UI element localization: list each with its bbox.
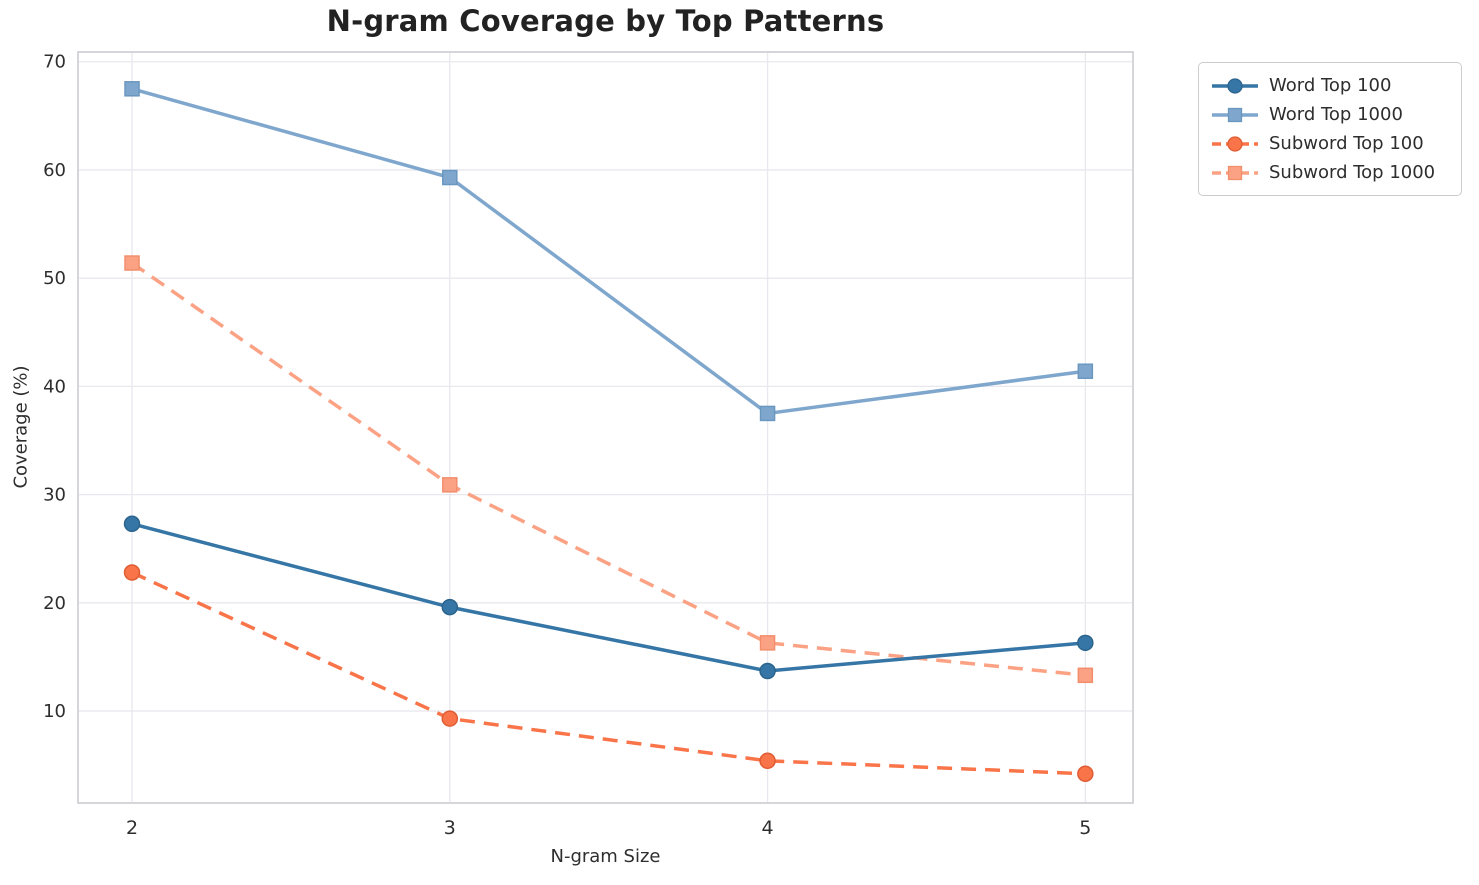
axes-spines xyxy=(77,51,1134,804)
x-tick-label: 4 xyxy=(762,817,774,839)
legend-marker-circle xyxy=(1227,77,1243,94)
data-point xyxy=(442,169,458,186)
series-subword-top-1000 xyxy=(124,255,1094,684)
legend-sample-subword-top-100 xyxy=(1212,135,1258,152)
y-tick-label: 10 xyxy=(43,701,66,722)
data-point xyxy=(124,81,140,97)
y-tick-label: 60 xyxy=(43,160,66,181)
data-point xyxy=(1077,634,1094,652)
data-point xyxy=(441,710,459,727)
y-tick-label: 70 xyxy=(43,52,66,73)
legend-marker-square xyxy=(1227,165,1243,180)
legend-label: Word Top 1000 xyxy=(1269,103,1403,125)
series-word-top-100 xyxy=(123,515,1094,680)
series-line-word-top-100 xyxy=(131,522,1086,673)
legend-item-word-top-1000: Word Top 1000 xyxy=(1211,101,1449,128)
data-point xyxy=(759,635,776,651)
data-point xyxy=(123,515,141,533)
y-tick-labels: 10 20 30 40 50 60 70 xyxy=(43,52,66,722)
legend-item-word-top-100: Word Top 100 xyxy=(1211,72,1449,99)
series-line-subword-top-1000 xyxy=(131,261,1086,678)
x-tick-labels: 2 3 4 5 xyxy=(126,817,1091,839)
y-tick-label: 40 xyxy=(43,376,66,397)
chart-title: N-gram Coverage by Top Patterns xyxy=(326,4,885,38)
y-axis-label: Coverage (%) xyxy=(10,365,32,489)
x-axis-label: N-gram Size xyxy=(550,846,661,867)
legend-item-subword-top-1000: Subword Top 1000 xyxy=(1211,159,1449,186)
data-point xyxy=(759,752,776,770)
x-tick-label: 2 xyxy=(126,817,138,839)
data-point xyxy=(442,477,458,493)
x-tick-label: 3 xyxy=(444,817,456,839)
gridlines xyxy=(78,52,1133,803)
y-tick-label: 20 xyxy=(43,593,66,614)
data-point xyxy=(441,598,459,616)
legend-sample-word-top-100 xyxy=(1212,77,1258,94)
legend-label: Word Top 100 xyxy=(1269,74,1392,96)
legend-marker-circle xyxy=(1227,135,1243,152)
data-point xyxy=(759,662,776,680)
legend-label: Subword Top 100 xyxy=(1269,132,1424,154)
data-point xyxy=(123,564,141,581)
data-point xyxy=(1077,667,1094,684)
data-point xyxy=(1077,765,1094,783)
legend-item-subword-top-100: Subword Top 100 xyxy=(1211,130,1449,157)
series-line-word-top-1000 xyxy=(131,87,1086,416)
series-line-subword-top-100 xyxy=(131,570,1086,776)
legend: Word Top 100 Word Top 1000 Subword Top 100… xyxy=(1198,62,1462,196)
data-point xyxy=(1077,363,1094,379)
data-point xyxy=(124,255,140,271)
series-word-top-1000 xyxy=(124,81,1094,422)
legend-sample-word-top-1000 xyxy=(1212,107,1258,122)
series-subword-top-100 xyxy=(123,564,1094,783)
y-tick-label: 50 xyxy=(43,268,66,289)
data-point xyxy=(759,405,776,422)
y-tick-label: 30 xyxy=(43,485,66,506)
legend-marker-square xyxy=(1227,107,1243,122)
legend-label: Subword Top 1000 xyxy=(1269,161,1436,183)
x-tick-label: 5 xyxy=(1079,817,1091,839)
legend-sample-subword-top-1000 xyxy=(1212,165,1258,180)
